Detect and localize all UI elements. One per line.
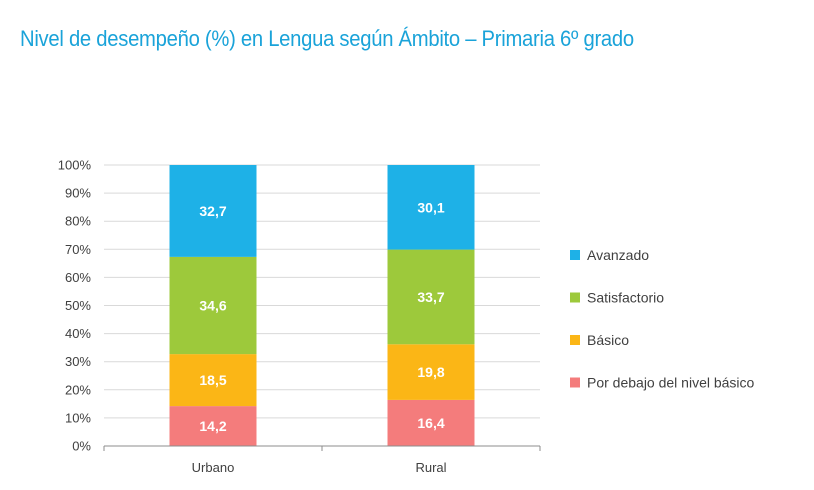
x-category-label: Urbano <box>192 460 235 475</box>
y-tick-label: 100% <box>58 158 92 173</box>
data-label: 19,8 <box>417 364 444 380</box>
data-label: 18,5 <box>199 372 226 388</box>
legend-label: Avanzado <box>587 247 649 263</box>
bars: 14,2 18,5 34,6 32,7 16,4 19,8 33,7 30,1 <box>169 165 475 446</box>
legend: Avanzado Satisfactorio Básico Por debajo de… <box>570 247 755 391</box>
legend-label: Satisfactorio <box>587 290 664 306</box>
chart-title: Nivel de desempeño (%) en Lengua según Á… <box>20 26 634 51</box>
bar-segment <box>387 399 475 446</box>
y-tick-label: 70% <box>65 242 91 257</box>
legend-label: Básico <box>587 332 629 348</box>
x-category-label: Rural <box>415 460 446 475</box>
y-tick-label: 20% <box>65 382 91 397</box>
legend-swatch <box>570 335 580 345</box>
x-axis-category-labels: Urbano Rural <box>192 460 447 475</box>
bar-segment <box>169 256 257 355</box>
y-tick-label: 0% <box>72 439 91 454</box>
data-label: 30,1 <box>417 199 444 215</box>
data-label: 32,7 <box>199 203 226 219</box>
legend-swatch <box>570 377 580 388</box>
y-tick-label: 90% <box>65 186 91 201</box>
y-tick-label: 60% <box>65 270 91 285</box>
gridlines <box>104 164 540 419</box>
data-label: 16,4 <box>417 415 444 431</box>
y-tick-label: 50% <box>65 298 91 313</box>
data-label: 14,2 <box>199 418 226 434</box>
legend-label: Por debajo del nivel básico <box>587 375 755 391</box>
y-tick-label: 40% <box>65 326 91 341</box>
bar-segment <box>387 249 475 345</box>
y-axis-tick-labels: 0% 10% 20% 30% 40% 50% 60% 70% 80% 90% 100% <box>58 158 92 454</box>
data-label: 33,7 <box>417 289 444 305</box>
bar-segment <box>169 406 257 446</box>
legend-swatch <box>570 292 580 303</box>
data-label: 34,6 <box>199 298 226 314</box>
bar-segment <box>169 165 257 257</box>
x-axis <box>103 445 541 451</box>
bar-segment <box>387 165 475 250</box>
bar-segment <box>387 344 475 400</box>
y-tick-label: 30% <box>65 354 91 369</box>
legend-swatch <box>570 250 580 260</box>
y-tick-label: 80% <box>65 214 91 229</box>
y-tick-label: 10% <box>65 410 91 425</box>
bar-segment <box>169 354 257 407</box>
